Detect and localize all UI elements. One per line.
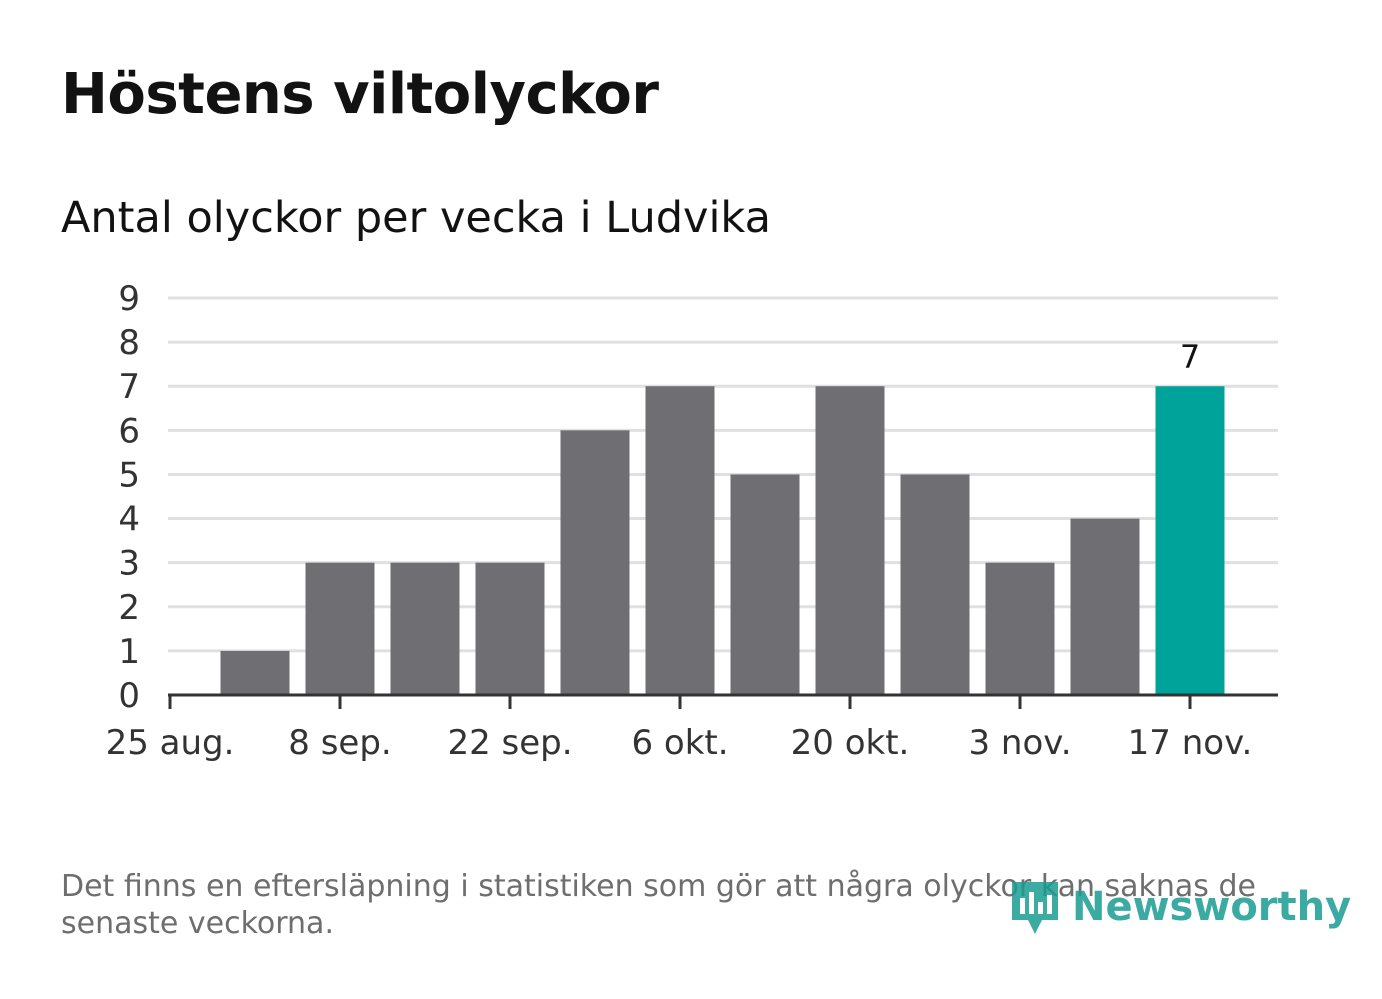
bar — [1070, 518, 1140, 695]
y-tick-label: 9 — [118, 279, 140, 319]
x-tick-label: 8 sep. — [288, 723, 391, 763]
x-tick-label: 20 okt. — [791, 723, 910, 763]
y-tick-label: 1 — [118, 632, 140, 672]
y-tick-label: 3 — [118, 544, 140, 584]
bar — [305, 562, 375, 695]
bar — [985, 562, 1055, 695]
x-tick-label: 6 okt. — [631, 723, 728, 763]
y-tick-label: 2 — [118, 588, 140, 628]
chart-title: Höstens viltolyckor — [61, 62, 659, 127]
x-tick-label: 22 sep. — [447, 723, 572, 763]
y-tick-label: 6 — [118, 411, 140, 451]
bar — [900, 474, 970, 695]
x-tick-label: 3 nov. — [968, 723, 1071, 763]
x-tick-label: 25 aug. — [106, 723, 235, 763]
bar — [560, 430, 630, 695]
bar — [815, 386, 885, 695]
y-tick-label: 4 — [118, 500, 140, 540]
x-tick-label: 17 nov. — [1128, 723, 1253, 763]
bar — [390, 562, 460, 695]
y-tick-label: 0 — [118, 676, 140, 716]
data-label: 7 — [1180, 338, 1200, 376]
bar — [645, 386, 715, 695]
bar — [1155, 386, 1225, 695]
chart-subtitle: Antal olyckor per vecka i Ludvika — [61, 193, 771, 243]
bar — [220, 650, 290, 695]
bar — [730, 474, 800, 695]
y-tick-label: 7 — [118, 367, 140, 407]
brand-logo: Newsworthy — [1010, 876, 1351, 938]
brand-name: Newsworthy — [1072, 884, 1352, 930]
newsworthy-logo-icon — [1012, 882, 1058, 934]
bar — [475, 562, 545, 695]
y-tick-label: 5 — [118, 455, 140, 495]
y-tick-label: 8 — [118, 323, 140, 363]
